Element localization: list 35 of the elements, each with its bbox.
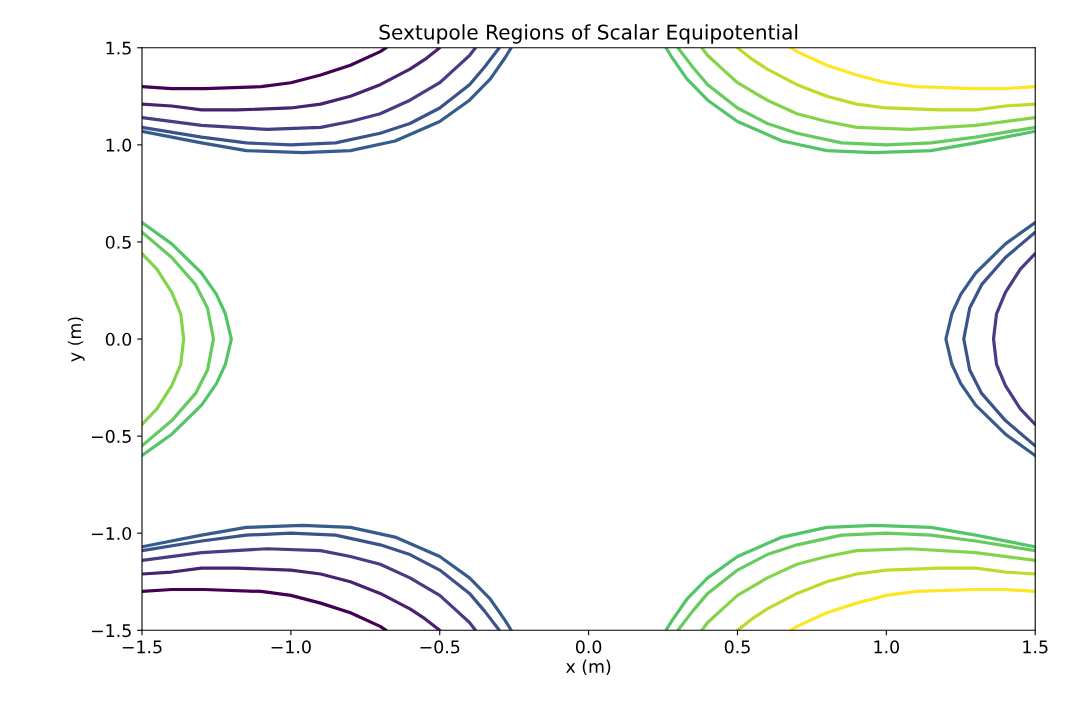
y-tick-label: 1.5 [106, 41, 131, 55]
x-tick-label: −0.5 [420, 640, 460, 654]
line-series [700, 547, 1036, 631]
y-tick-label: −0.5 [91, 429, 131, 443]
y-axis-title: y (m) [67, 317, 85, 362]
line-series [991, 252, 1036, 427]
y-tick-label: 0.5 [105, 235, 131, 249]
line-series [142, 47, 442, 112]
line-series [944, 220, 1036, 458]
y-tick-label: 1.0 [106, 138, 132, 152]
line-series [142, 252, 186, 427]
line-series [789, 587, 1036, 631]
line-series [700, 47, 1036, 131]
x-tick-label: 1.0 [874, 640, 899, 654]
line-series [142, 566, 442, 631]
chart-title: Sextupole Regions of Scalar Equipotential [379, 24, 798, 44]
line-series [142, 220, 233, 458]
line-series [142, 47, 478, 131]
y-tick-label: −1.0 [91, 526, 132, 541]
x-tick-label: −1.0 [271, 640, 311, 654]
line-series [962, 230, 1036, 448]
y-tick-label: −1.5 [91, 624, 131, 638]
line-series [142, 587, 388, 631]
line-series [142, 547, 478, 631]
x-tick-label: 0.5 [724, 640, 750, 654]
line-series [789, 47, 1036, 91]
line-series [142, 47, 388, 91]
line-series [735, 566, 1036, 631]
line-series [142, 230, 216, 448]
x-axis-title: x (m) [565, 659, 611, 676]
line-series [735, 47, 1036, 112]
x-tick-label: 0.0 [575, 640, 602, 654]
x-tick-label: −1.5 [122, 640, 162, 654]
y-tick-label: 0.0 [105, 332, 132, 346]
x-tick-label: 1.5 [1023, 640, 1048, 654]
